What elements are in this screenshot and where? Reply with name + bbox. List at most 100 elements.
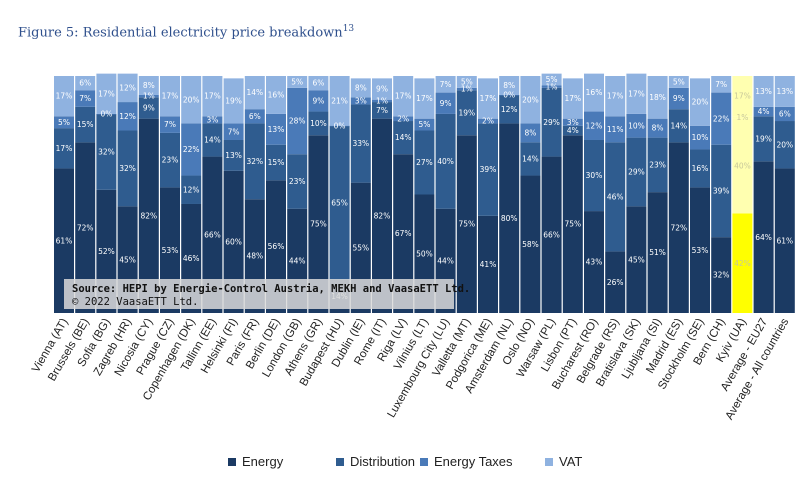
bar-segment-energy-ljubljana-si (647, 192, 668, 313)
bar-segment-energy-taxes-stockholm-se (690, 125, 710, 150)
data-label-vat-helsinki-fi: 19% (225, 96, 242, 105)
bar-segment-distribution-berlin-de (266, 144, 286, 181)
segment-labels-group: 61% 17% 5% 17% 72% 15% 7% 6% 52% 32% 0% 17% 45% 32% 12… (56, 75, 793, 301)
bar-segment-vat-rome-it (372, 78, 392, 100)
bar-segment-vat-copenhagen-dk (181, 76, 202, 124)
data-label-distribution-brussels-be: 15% (77, 120, 94, 129)
bar-segment-energy-taxes-warsaw-pl (541, 85, 562, 88)
bar-segment-energy-taxes-average-all-countries (774, 106, 795, 122)
legend-label-vat: VAT (559, 454, 582, 469)
bar-segment-energy-taxes-vilnius-lt (414, 118, 435, 131)
data-label-energy-taxes-zagreb-hr: 12% (119, 112, 136, 121)
data-label-vat-vienna-at: 17% (56, 92, 73, 101)
bar-segment-distribution-bern-ch (711, 144, 732, 238)
bar-segment-energy-madrid-es (668, 142, 689, 313)
data-label-energy-riga-lv: 67% (395, 229, 412, 238)
bar-segment-vat-amsterdam-nl (499, 76, 520, 95)
legend-swatch-energy-taxes (420, 458, 428, 466)
bar-segment-energy-taxes-oslo-no (520, 123, 541, 143)
bar-segment-energy-taxes-kyiv-ua (732, 116, 753, 119)
data-label-energy-taxes-helsinki-fi: 7% (228, 127, 240, 136)
data-label-energy-average-all-countries: 61% (776, 236, 793, 245)
bar-segment-energy-taxes-zagreb-hr (117, 102, 138, 131)
data-label-energy-taxes-prague-cz: 7% (164, 120, 176, 129)
bar-segment-energy-brussels-be (75, 142, 96, 313)
data-label-vat-zagreb-hr: 12% (119, 83, 136, 92)
data-label-vat-prague-cz: 17% (162, 92, 179, 101)
bar-segment-energy-taxes-bucharest-ro (584, 111, 604, 140)
data-label-distribution-valletta-mt: 19% (458, 108, 475, 117)
bar-segment-energy-taxes-ljubljana-si (647, 118, 668, 138)
bar-segment-vat-nicosia-cy (138, 76, 159, 95)
bar-segment-energy-vienna-at (54, 168, 74, 313)
data-label-distribution-ljubljana-si: 23% (649, 160, 666, 169)
bars-group (54, 73, 795, 314)
legend-label-energy: Energy (242, 454, 284, 469)
data-label-vat-luxembourg-city-lu: 7% (440, 80, 452, 89)
bar-segment-distribution-athens-gr (308, 111, 329, 136)
bar-segment-distribution-madrid-es (668, 109, 689, 143)
data-label-distribution-average-eu27: 19% (755, 134, 772, 143)
data-label-vat-rome-it: 9% (376, 85, 388, 94)
data-label-energy-taxes-paris-fr: 6% (249, 112, 261, 121)
category-labels-group: Vienna (AT)Brussels (BE)Sofia (BG)Zagreb… (30, 316, 791, 422)
data-label-vat-warsaw-pl: 5% (546, 75, 558, 84)
data-label-distribution-average-all-countries: 20% (776, 140, 793, 149)
data-label-vat-amsterdam-nl: 8% (503, 81, 515, 90)
bar-segment-energy-taxes-sofia-bg (96, 113, 117, 115)
data-label-energy-zagreb-hr: 45% (119, 255, 136, 264)
bar-segment-energy-bucharest-ro (584, 211, 604, 313)
bar-segment-distribution-prague-cz (160, 132, 180, 188)
bar-segment-vat-london-gb (287, 76, 308, 88)
data-label-energy-copenhagen-dk: 46% (183, 254, 200, 263)
data-label-energy-valletta-mt: 75% (458, 220, 475, 229)
bar-segment-energy-podgorica-me (478, 215, 498, 313)
data-label-distribution-zagreb-hr: 32% (119, 164, 136, 173)
bar-segment-energy-amsterdam-nl (499, 123, 520, 314)
data-label-distribution-podgorica-me: 39% (480, 165, 497, 174)
data-label-energy-lisbon-pt: 75% (564, 220, 581, 229)
data-label-energy-oslo-no: 58% (522, 240, 539, 249)
data-label-energy-taxes-copenhagen-dk: 22% (183, 145, 200, 154)
data-label-vat-berlin-de: 16% (268, 91, 285, 100)
data-label-vat-kyiv-ua: 17% (734, 92, 751, 101)
data-label-energy-taxes-average-eu27: 4% (758, 107, 770, 116)
bar-segment-energy-taxes-valletta-mt (456, 87, 477, 91)
bar-segment-vat-bratislava-sk (626, 73, 647, 114)
bar-segment-vat-vienna-at (54, 76, 74, 117)
bar-segment-energy-taxes-belgrade-rs (605, 116, 626, 143)
data-label-distribution-budapest-hu: 65% (331, 198, 348, 207)
data-label-vat-bern-ch: 7% (715, 80, 727, 89)
bar-segment-vat-belgrade-rs (605, 76, 626, 117)
bar-segment-distribution-paris-fr (244, 123, 265, 200)
bar-segment-energy-riga-lv (393, 154, 414, 313)
bar-segment-energy-taxes-copenhagen-dk (181, 123, 202, 176)
data-label-energy-dublin-ie: 55% (352, 243, 369, 252)
data-label-vat-budapest-hu: 21% (331, 96, 348, 105)
data-label-energy-taxes-madrid-es: 9% (673, 94, 685, 103)
bar-segment-energy-taxes-london-gb (287, 87, 308, 155)
legend-label-energy-taxes: Energy Taxes (434, 454, 513, 469)
bar-segment-vat-brussels-be (75, 76, 96, 91)
bar-segment-vat-valletta-mt (456, 76, 477, 88)
bar-segment-energy-taxes-budapest-hu (329, 125, 350, 127)
data-label-distribution-bern-ch: 39% (713, 187, 730, 196)
source-box-background (64, 279, 454, 309)
bar-segment-energy-taxes-riga-lv (393, 116, 414, 122)
bar-segment-energy-kyiv-ua (732, 213, 753, 313)
bar-segment-energy-taxes-madrid-es (668, 87, 689, 110)
data-label-vat-valletta-mt: 5% (461, 78, 473, 87)
data-label-energy-athens-gr: 75% (310, 220, 327, 229)
data-label-distribution-athens-gr: 10% (310, 119, 327, 128)
bar-segment-energy-taxes-bern-ch (711, 92, 732, 145)
bar-segment-distribution-average-eu27 (753, 116, 774, 162)
bar-segment-distribution-tallinn-ee (202, 123, 223, 157)
data-label-distribution-berlin-de: 15% (268, 158, 285, 167)
data-label-energy-sofia-bg: 52% (98, 247, 115, 256)
bar-segment-distribution-belgrade-rs (605, 142, 626, 252)
data-label-vat-brussels-be: 6% (79, 79, 91, 88)
bar-segment-distribution-brussels-be (75, 106, 96, 143)
figure-title: Figure 5: Residential electricity price … (18, 24, 354, 40)
bar-segment-distribution-bucharest-ro (584, 139, 604, 212)
data-label-energy-taxes-valletta-mt: 1% (461, 85, 473, 94)
